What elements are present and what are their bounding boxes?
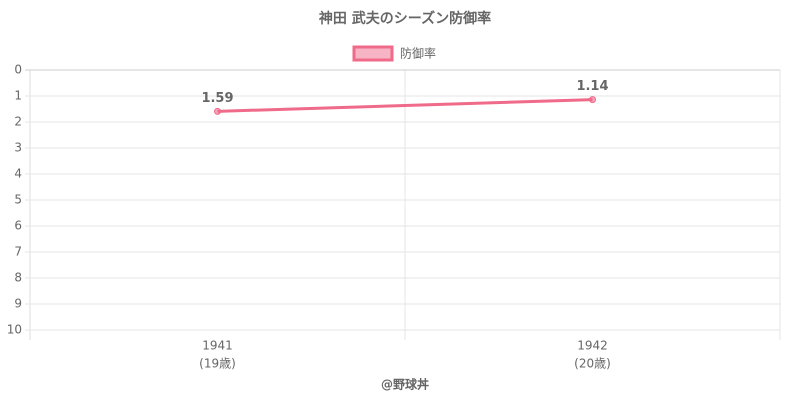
point bbox=[214, 107, 221, 115]
value-label: 1.14 bbox=[576, 79, 608, 94]
x-tick-sublabel: (20歳) bbox=[574, 357, 611, 371]
y-tick-label: 1 bbox=[14, 89, 22, 103]
y-tick-label: 2 bbox=[14, 115, 22, 129]
x-tick-label: 1942 bbox=[577, 339, 608, 353]
point bbox=[589, 96, 596, 104]
y-tick-label: 10 bbox=[7, 323, 22, 337]
line bbox=[217, 98, 593, 113]
y-tick-label: 8 bbox=[14, 271, 22, 285]
y-tick-label: 6 bbox=[14, 219, 22, 233]
y-tick-label: 3 bbox=[14, 141, 22, 155]
x-tick-label: 1941 bbox=[202, 339, 233, 353]
legend-swatch bbox=[352, 45, 394, 62]
chart-title: 神田 武夫のシーズン防御率 bbox=[319, 10, 491, 27]
y-tick-label: 4 bbox=[14, 167, 22, 181]
y-tick-label: 5 bbox=[14, 193, 22, 207]
value-label: 1.59 bbox=[201, 91, 233, 106]
footer: @野球丼 bbox=[381, 377, 429, 392]
legend-label: 防御率 bbox=[400, 46, 436, 61]
y-tick-label: 7 bbox=[14, 245, 22, 259]
x-tick-sublabel: (19歳) bbox=[199, 357, 236, 371]
y-tick-label: 0 bbox=[14, 63, 22, 77]
y-tick-label: 9 bbox=[14, 297, 22, 311]
